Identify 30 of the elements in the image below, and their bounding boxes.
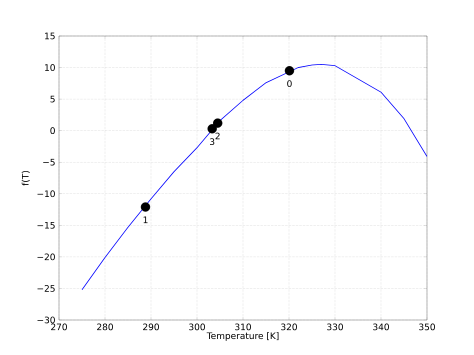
- x-tick-label: 320: [281, 324, 297, 330]
- y-tick-label: −20: [38, 253, 55, 260]
- x-tick-label: 340: [373, 324, 389, 330]
- point: [207, 124, 217, 134]
- annotation: 2: [216, 132, 220, 140]
- y-tick-label: −25: [38, 285, 55, 292]
- y-tick-label: −10: [38, 190, 55, 198]
- annotation: 0: [287, 80, 292, 87]
- y-tick-label: 10: [45, 64, 55, 71]
- y-tick-label: 5: [50, 96, 55, 102]
- point: [213, 118, 222, 128]
- y-tick-label: −15: [38, 222, 55, 229]
- x-tick-label: 270: [51, 324, 67, 330]
- x-tick-label: 330: [327, 324, 343, 330]
- x-tick-label: 290: [143, 324, 159, 330]
- x-tick-label: 280: [97, 324, 113, 330]
- x-axis-title: Temperature [K]: [206, 332, 278, 341]
- y-tick-label: 15: [45, 32, 55, 40]
- point: [284, 66, 294, 76]
- line-series: [82, 64, 427, 290]
- y-axis-title: f(T): [22, 170, 30, 186]
- annotation: 3: [210, 138, 214, 146]
- x-tick-label: 310: [235, 324, 251, 330]
- x-tick-label: 350: [419, 324, 435, 330]
- y-tick-label: −5: [43, 158, 55, 166]
- y-tick-label: −30: [38, 316, 55, 324]
- y-tick-label: 0: [50, 127, 55, 134]
- annotation: 1: [144, 216, 148, 224]
- point: [140, 202, 150, 212]
- x-tick-label: 300: [189, 324, 205, 330]
